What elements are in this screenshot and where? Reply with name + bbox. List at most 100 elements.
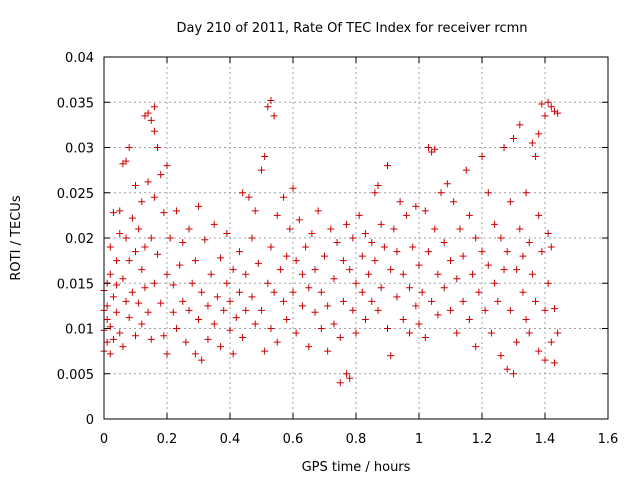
data-point [128,214,136,222]
data-point [242,270,250,278]
data-point [305,284,313,292]
data-point [532,153,540,161]
data-point [418,288,426,296]
data-point [113,308,121,316]
data-point [349,234,357,242]
data-point [538,248,546,256]
data-point [450,198,458,206]
data-point [132,182,139,190]
x-tick-label: 0.4 [220,432,241,447]
data-point [544,229,552,237]
data-point [525,329,533,337]
data-point [550,359,558,367]
data-point [286,225,294,233]
data-point [292,329,300,337]
data-point [311,266,319,274]
data-point [554,329,562,337]
data-point [154,250,162,258]
data-point [292,257,300,265]
data-point [298,270,306,278]
data-point [428,297,436,305]
x-tick-label: 1.6 [598,432,619,447]
data-point [239,189,247,197]
data-point [478,153,486,161]
data-point [412,302,420,310]
data-point [280,193,288,201]
data-point [336,334,344,342]
data-point [270,288,278,296]
data-point [157,171,165,179]
data-point [443,180,451,188]
data-point [314,207,322,215]
data-point [541,356,549,364]
x-tick-label: 1.4 [535,432,556,447]
data-point [273,211,281,219]
data-point [109,209,117,217]
data-point [157,299,165,307]
data-point [207,270,215,278]
data-point [302,243,310,251]
data-point [113,281,121,289]
y-tick-label: 0.04 [65,51,94,66]
data-point [500,144,508,151]
data-point [135,299,143,307]
data-point [374,306,382,314]
data-point [503,365,511,373]
data-point [276,266,284,274]
data-point [270,112,278,120]
data-point [361,315,369,323]
x-tick-label: 1.2 [472,432,493,447]
y-tick-label: 0.02 [65,232,94,247]
data-point [185,225,193,233]
data-point [147,116,155,124]
data-point [434,270,442,278]
data-point [368,297,376,305]
data-point [125,257,133,265]
data-point [440,239,448,247]
data-point [185,306,193,314]
data-point [368,239,376,247]
data-point [415,261,423,269]
data-point [179,239,187,247]
data-point [119,343,127,351]
data-point [494,297,502,305]
data-point [478,248,486,256]
data-point [469,270,477,278]
data-point [248,293,256,301]
data-point [317,288,325,296]
data-point [402,211,410,219]
data-point [144,308,152,316]
data-point [491,279,499,287]
data-point [163,350,171,358]
data-point [462,166,470,174]
data-point [424,144,432,151]
data-point [125,144,133,151]
data-point [456,225,464,233]
data-point [289,288,297,296]
data-point [522,189,530,197]
data-point [103,315,111,323]
data-point [141,243,149,251]
data-point [447,257,454,265]
data-point [387,266,395,274]
data-point [267,96,275,104]
data-point [424,248,432,256]
data-point [298,302,306,310]
data-point [204,302,212,310]
y-tick-label: 0.01 [65,323,94,338]
y-tick-label: 0.03 [65,142,94,157]
data-point [387,352,395,360]
data-point [506,198,514,206]
data-point [380,243,388,251]
data-point [122,157,130,165]
y-tick-label: 0.015 [57,277,94,292]
data-point [384,162,391,170]
data-point [409,243,417,251]
data-point [535,347,543,355]
data-point [239,334,247,342]
data-point [390,225,398,233]
data-point [232,314,240,322]
data-point [547,103,555,111]
data-point [258,306,265,314]
data-point [128,288,136,296]
